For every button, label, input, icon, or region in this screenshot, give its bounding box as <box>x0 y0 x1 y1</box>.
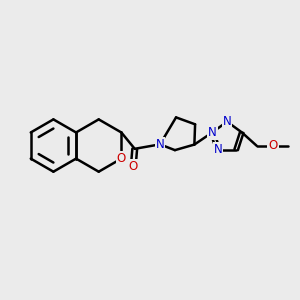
Text: O: O <box>129 160 138 173</box>
Text: N: N <box>156 138 164 151</box>
Text: N: N <box>208 126 217 139</box>
Text: O: O <box>268 139 278 152</box>
Text: O: O <box>117 152 126 165</box>
Text: N: N <box>223 115 232 128</box>
Text: N: N <box>214 143 222 156</box>
